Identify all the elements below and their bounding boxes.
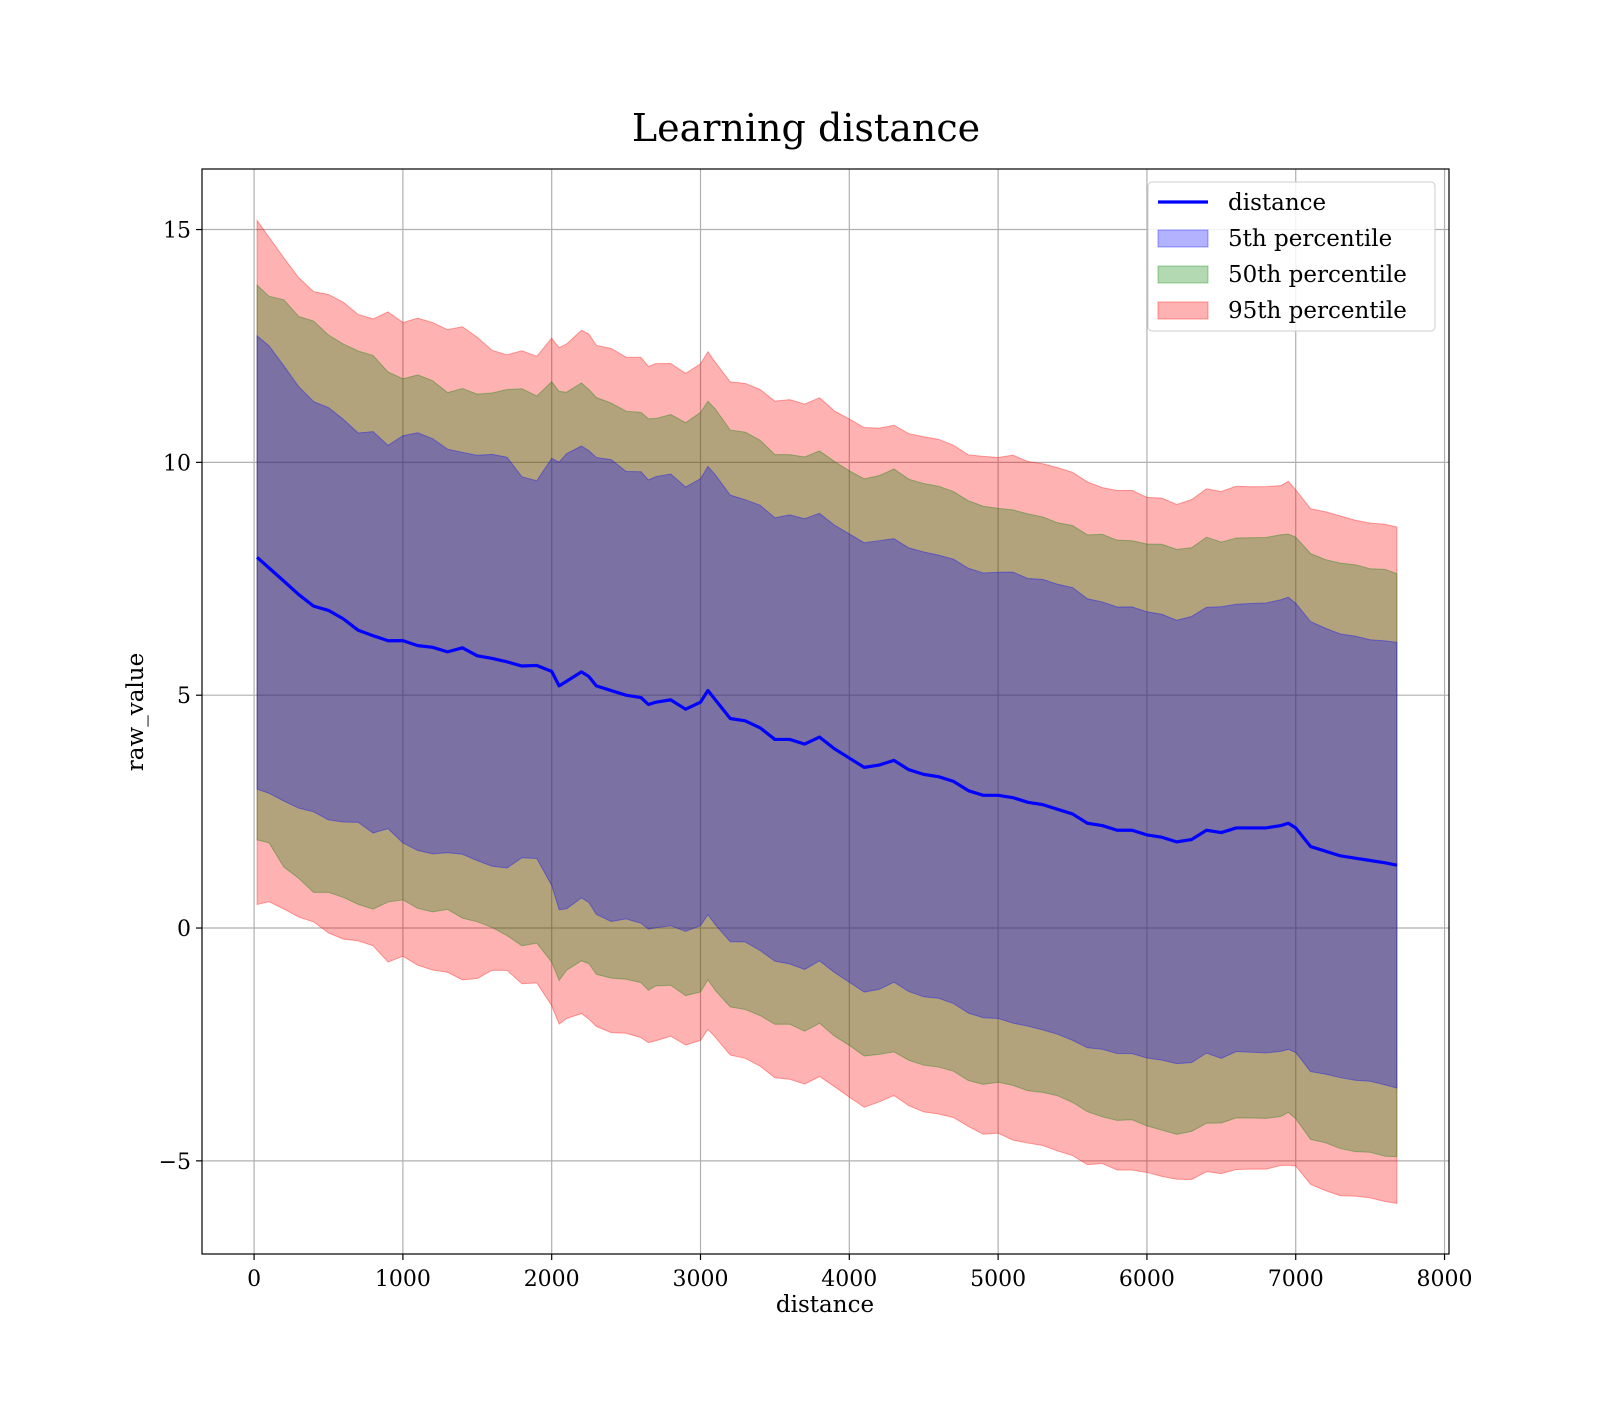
x-tick-label: 8000	[1417, 1267, 1473, 1292]
x-tick-label: 1000	[375, 1267, 431, 1292]
y-tick-label: 10	[163, 451, 191, 476]
percentile-bands	[256, 218, 1398, 1204]
legend-swatch	[1157, 301, 1209, 320]
y-axis-ticks: −5 0 5 10 15	[159, 219, 202, 1175]
y-axis-label: raw_value	[123, 653, 149, 771]
band-5th-percentile	[256, 334, 1398, 1089]
x-axis-ticks: 0 1000 2000 3000 4000 5000 6000 7000 8000	[247, 1254, 1473, 1292]
band-50th-percentile	[256, 283, 1398, 1158]
x-tick-label: 2000	[524, 1267, 580, 1292]
x-tick-label: 6000	[1119, 1267, 1175, 1292]
legend: distance 5th percentile 50th percentile 95t…	[1147, 181, 1436, 332]
y-tick-label: 0	[177, 917, 191, 942]
y-tick-label: 5	[177, 684, 191, 709]
legend-label: 50th percentile	[1228, 262, 1407, 288]
legend-label: distance	[1228, 190, 1326, 216]
y-tick-label: −5	[159, 1150, 191, 1175]
legend-label: 5th percentile	[1228, 226, 1392, 252]
x-tick-label: 3000	[673, 1267, 729, 1292]
y-tick-label: 15	[163, 219, 191, 244]
x-tick-label: 0	[247, 1267, 261, 1292]
legend-swatch	[1157, 229, 1209, 248]
distance-line-layer	[255, 556, 1398, 867]
x-tick-label: 4000	[821, 1267, 877, 1292]
plot-frame	[201, 168, 1450, 1255]
legend-box	[1147, 181, 1436, 332]
x-axis-label: distance	[776, 1292, 874, 1318]
distance-series-line	[255, 556, 1398, 867]
legend-swatch	[1157, 265, 1209, 284]
legend-label: 95th percentile	[1228, 298, 1407, 324]
x-tick-label: 5000	[970, 1267, 1026, 1292]
band-95th-percentile	[256, 218, 1398, 1204]
x-tick-label: 7000	[1268, 1267, 1324, 1292]
chart-title: Learning distance	[632, 106, 980, 150]
